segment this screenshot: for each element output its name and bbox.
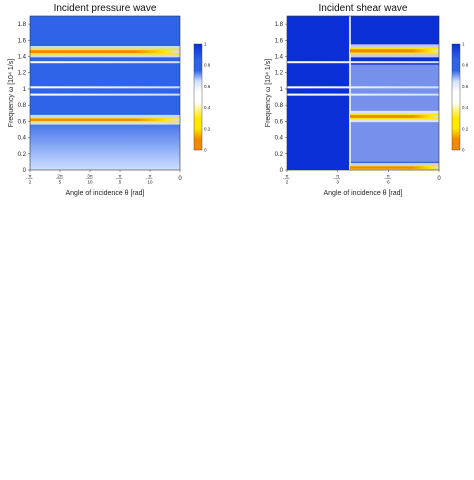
svg-text:π: π bbox=[148, 174, 151, 179]
heatmap-band bbox=[287, 93, 439, 96]
y-tick-label: 1.6 bbox=[275, 38, 284, 44]
heatmap-band bbox=[30, 118, 180, 121]
colorbar-tick-label: 0.2 bbox=[462, 126, 469, 131]
svg-text:π: π bbox=[118, 174, 121, 179]
svg-text:-: - bbox=[283, 176, 285, 181]
y-tick-label: 1 bbox=[280, 87, 284, 93]
heatmap-band bbox=[349, 115, 439, 118]
svg-text:-: - bbox=[146, 176, 148, 181]
colorbar-tick-label: 0 bbox=[204, 148, 207, 153]
panel-incident-shear: Incident shear wave 0 0.2 0.4 0.6 0.8 1 1.2 1.4 1… bbox=[265, 3, 469, 197]
colorbar-tick-label: 1 bbox=[204, 42, 207, 47]
svg-text:-: - bbox=[333, 176, 335, 181]
heatmap-band bbox=[30, 93, 180, 96]
svg-text:6: 6 bbox=[387, 180, 390, 185]
x-tick-label: -2π5 bbox=[56, 174, 63, 185]
x-tick-label: - π2 bbox=[283, 174, 290, 185]
y-tick-label: 0 bbox=[23, 168, 27, 174]
y-tick-label: 1.8 bbox=[275, 22, 284, 28]
svg-text:-: - bbox=[116, 176, 118, 181]
colorbar-tick-label: 0.4 bbox=[462, 105, 469, 110]
svg-text:5: 5 bbox=[119, 180, 122, 185]
colorbar-tick-label: 0.2 bbox=[204, 126, 211, 131]
x-tick-label: - π5 bbox=[116, 174, 123, 185]
x-tick-label: - π6 bbox=[384, 174, 391, 185]
y-tick-label: 0.8 bbox=[275, 103, 284, 109]
svg-text:-: - bbox=[86, 176, 88, 181]
svg-text:-: - bbox=[26, 176, 28, 181]
heatmap-band bbox=[349, 49, 439, 53]
x-axis-label: Angle of incidence θ [rad] bbox=[324, 190, 403, 197]
svg-text:3π: 3π bbox=[87, 174, 93, 179]
y-tick-label: 1 bbox=[23, 87, 27, 93]
y-tick-label: 1.2 bbox=[18, 71, 27, 77]
y-tick-label: 0.2 bbox=[18, 152, 27, 158]
colorbar-tick-label: 0.6 bbox=[204, 84, 211, 89]
x-axis-label: Angle of incidence θ [rad] bbox=[66, 190, 145, 197]
colorbar-tick-label: 0.6 bbox=[462, 84, 469, 89]
y-tick-label: 0.6 bbox=[275, 119, 284, 125]
y-axis-label: Frequency ω [10⁴ 1/s] bbox=[265, 59, 272, 127]
svg-text:2: 2 bbox=[286, 180, 289, 185]
svg-text:5: 5 bbox=[59, 180, 62, 185]
panel-incident-pressure: Incident pressure wave 0 0.2 0.4 0.6 0.8 1 1.2 1… bbox=[8, 3, 211, 197]
y-axis-label: Frequency ω [10⁴ 1/s] bbox=[8, 59, 15, 127]
y-tick-label: 0.6 bbox=[18, 119, 27, 125]
heatmap-band bbox=[349, 166, 439, 169]
chart-title: Incident shear wave bbox=[319, 3, 408, 14]
plot-frame bbox=[29, 15, 181, 171]
svg-text:-: - bbox=[384, 176, 386, 181]
heatmap-band bbox=[30, 86, 180, 89]
y-tick-label: 0.8 bbox=[18, 103, 27, 109]
colorbar bbox=[451, 43, 461, 151]
svg-text:10: 10 bbox=[147, 180, 153, 185]
y-tick-label: 1.8 bbox=[18, 22, 27, 28]
svg-text:-: - bbox=[56, 176, 58, 181]
x-tick-label: 0 bbox=[437, 176, 441, 182]
y-tick-label: 0.4 bbox=[275, 136, 284, 142]
plot-frame bbox=[286, 15, 440, 171]
y-tick-label: 1.4 bbox=[18, 55, 27, 61]
x-tick-label: - π10 bbox=[146, 174, 153, 185]
chart-title: Incident pressure wave bbox=[54, 3, 157, 14]
y-tick-label: 0.4 bbox=[18, 136, 27, 142]
heatmap-band bbox=[287, 86, 439, 89]
svg-text:3: 3 bbox=[336, 180, 339, 185]
heatmap-band bbox=[287, 61, 439, 64]
y-tick-label: 1.2 bbox=[275, 71, 284, 77]
svg-text:π: π bbox=[336, 174, 339, 179]
heatmap-band bbox=[30, 50, 180, 54]
svg-text:0: 0 bbox=[178, 176, 182, 182]
colorbar-tick-label: 0 bbox=[462, 148, 465, 153]
y-tick-label: 0.2 bbox=[275, 152, 284, 158]
x-tick-label: 0 bbox=[178, 176, 182, 182]
x-tick-label: - π3 bbox=[333, 174, 341, 185]
colorbar-tick-label: 0.4 bbox=[204, 105, 211, 110]
svg-text:2: 2 bbox=[29, 180, 32, 185]
y-tick-label: 0 bbox=[280, 168, 284, 174]
heatmap-background bbox=[30, 16, 180, 170]
svg-text:π: π bbox=[387, 174, 390, 179]
heatmap-band bbox=[30, 61, 180, 64]
svg-text:π: π bbox=[285, 174, 288, 179]
svg-text:π: π bbox=[28, 174, 31, 179]
colorbar bbox=[193, 43, 203, 151]
colorbar-tick-label: 0.8 bbox=[462, 63, 469, 68]
y-tick-label: 1.6 bbox=[18, 38, 27, 44]
colorbar-tick-label: 1 bbox=[462, 42, 465, 47]
y-tick-label: 1.4 bbox=[275, 55, 284, 61]
x-tick-label: - π2 bbox=[26, 174, 33, 185]
svg-text:10: 10 bbox=[87, 180, 93, 185]
svg-text:2π: 2π bbox=[57, 174, 63, 179]
svg-text:0: 0 bbox=[437, 176, 441, 182]
colorbar-tick-label: 0.8 bbox=[204, 63, 211, 68]
